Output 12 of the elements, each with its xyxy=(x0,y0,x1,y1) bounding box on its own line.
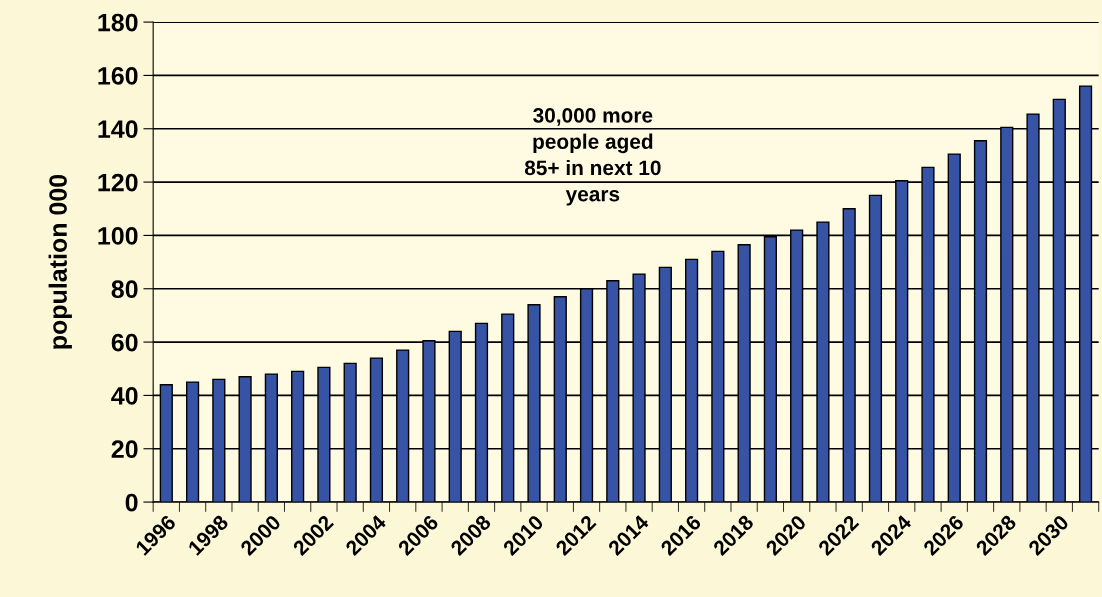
y-tick-label: 100 xyxy=(98,227,138,245)
annotation: 30,000 more people aged 85+ in next 10 years xyxy=(524,107,661,206)
y-tick-label: 40 xyxy=(111,387,138,405)
y-tick-label: 140 xyxy=(98,120,138,139)
y-tick-label: 0 xyxy=(125,493,138,512)
y-tick-label: 120 xyxy=(98,173,138,192)
y-tick-label: 20 xyxy=(111,440,138,459)
y-tick-label: 180 xyxy=(98,13,138,32)
y-tick-label: 60 xyxy=(111,333,138,352)
y-tick-label: 80 xyxy=(111,280,138,299)
y-tick-label: 160 xyxy=(98,67,138,85)
y-axis-title: population 000 xyxy=(48,174,72,349)
